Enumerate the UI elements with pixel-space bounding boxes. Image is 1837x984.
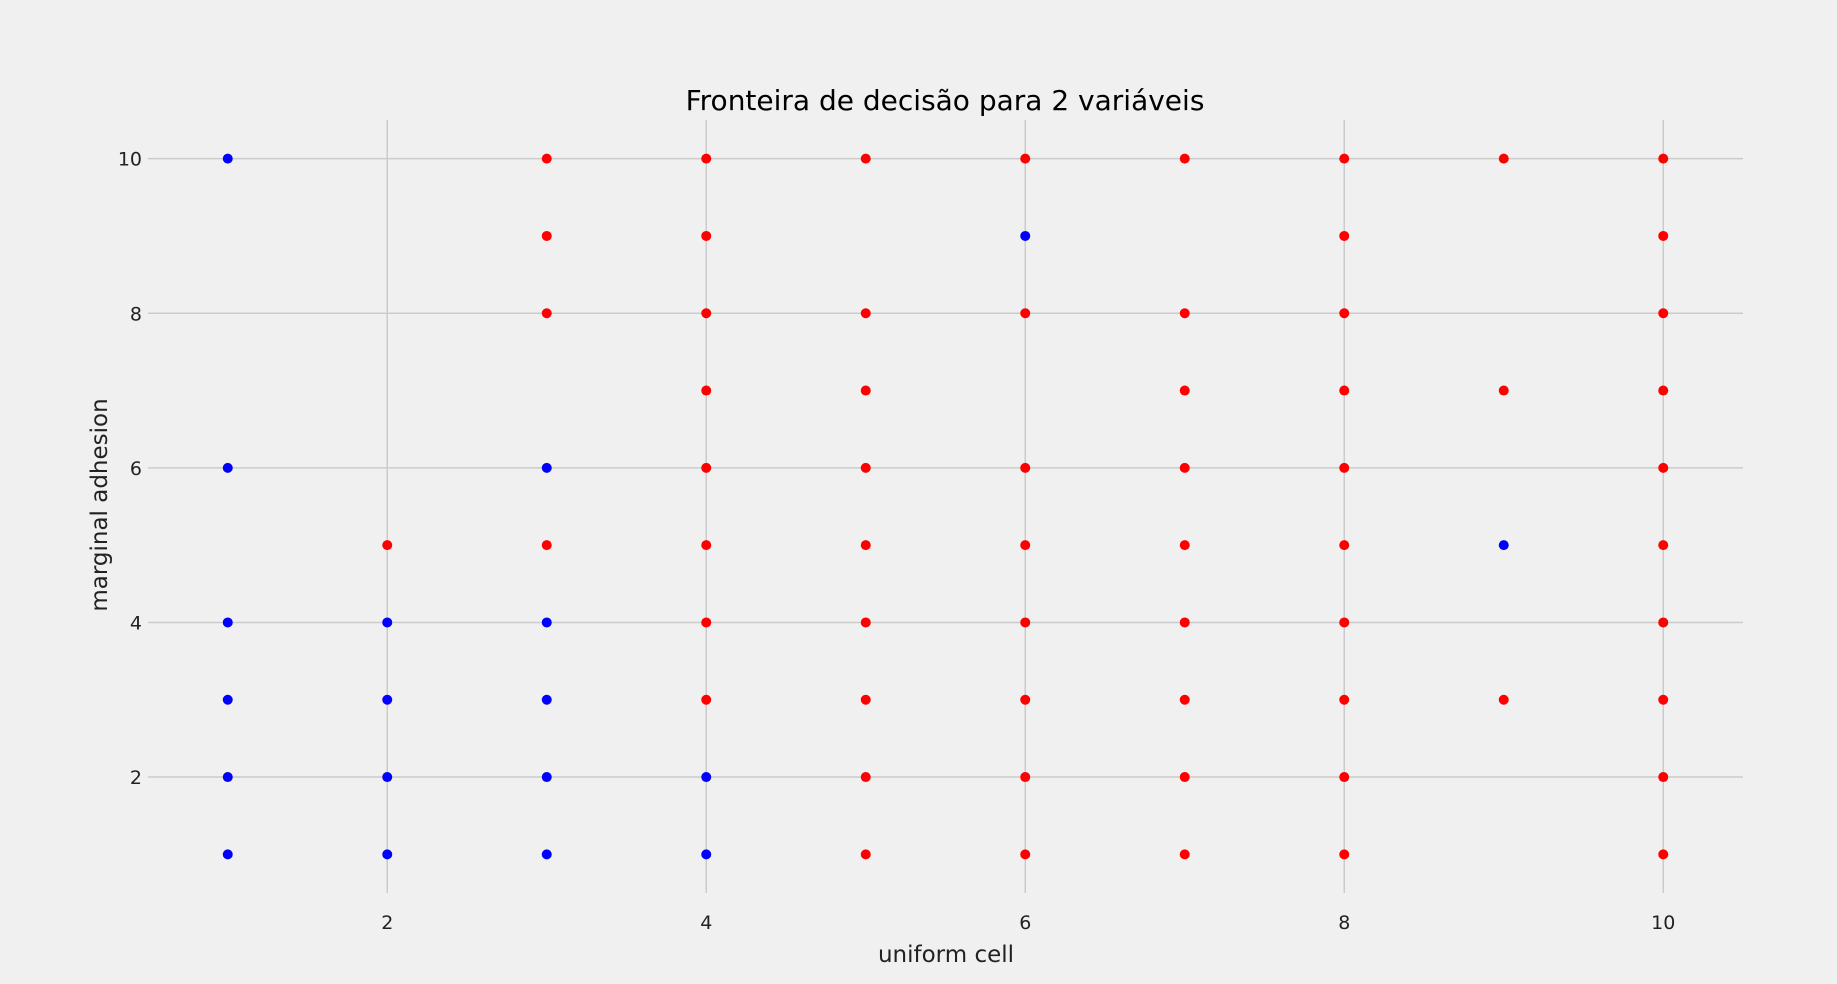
data-point: [382, 772, 393, 783]
data-point: [1658, 694, 1669, 705]
x-tick-label: 10: [1651, 912, 1675, 934]
x-tick-label: 2: [381, 912, 393, 934]
data-point: [1179, 308, 1190, 319]
data-point: [860, 617, 871, 628]
data-point: [1339, 540, 1350, 551]
data-point: [1020, 462, 1031, 473]
y-axis-label: marginal adhesion: [87, 398, 113, 611]
data-point: [1179, 385, 1190, 396]
data-point: [541, 153, 552, 164]
data-point: [701, 385, 712, 396]
data-point: [1020, 772, 1031, 783]
data-point: [1658, 385, 1669, 396]
data-point: [1658, 772, 1669, 783]
data-point: [701, 230, 712, 241]
data-point: [860, 153, 871, 164]
data-point: [1339, 694, 1350, 705]
data-point: [382, 694, 393, 705]
data-point: [541, 694, 552, 705]
data-point: [1179, 772, 1190, 783]
y-tick-labels: 2 4 6 8 10: [118, 149, 142, 789]
x-tick-label: 6: [1019, 912, 1031, 934]
data-point: [701, 849, 712, 860]
data-point: [1498, 153, 1509, 164]
data-point: [860, 308, 871, 319]
data-point: [1658, 308, 1669, 319]
data-point: [222, 153, 233, 164]
data-point: [1498, 540, 1509, 551]
data-point: [1658, 849, 1669, 860]
data-points: [222, 153, 1669, 860]
data-point: [1339, 617, 1350, 628]
data-point: [701, 694, 712, 705]
data-point: [701, 540, 712, 551]
data-point: [1020, 694, 1031, 705]
data-point: [222, 694, 233, 705]
data-point: [1658, 230, 1669, 241]
data-point: [541, 540, 552, 551]
y-tick-label: 4: [130, 612, 142, 634]
chart-title: Fronteira de decisão para 2 variáveis: [686, 84, 1205, 117]
data-point: [1339, 772, 1350, 783]
x-tick-label: 8: [1338, 912, 1350, 934]
data-point: [701, 772, 712, 783]
data-point: [1179, 617, 1190, 628]
data-point: [541, 462, 552, 473]
data-point: [1339, 849, 1350, 860]
data-point: [1498, 385, 1509, 396]
data-point: [701, 308, 712, 319]
y-tick-label: 6: [130, 458, 142, 480]
data-point: [222, 849, 233, 860]
data-point: [541, 230, 552, 241]
data-point: [701, 617, 712, 628]
data-point: [1020, 617, 1031, 628]
data-point: [1020, 308, 1031, 319]
data-point: [1179, 462, 1190, 473]
data-point: [1020, 230, 1031, 241]
data-point: [860, 385, 871, 396]
data-point: [222, 772, 233, 783]
data-point: [1339, 308, 1350, 319]
y-tick-label: 10: [118, 149, 142, 171]
data-point: [1658, 540, 1669, 551]
y-tick-label: 2: [130, 767, 142, 789]
data-point: [1658, 462, 1669, 473]
data-point: [222, 617, 233, 628]
data-point: [1020, 153, 1031, 164]
data-point: [860, 462, 871, 473]
data-point: [1339, 230, 1350, 241]
data-point: [382, 617, 393, 628]
data-point: [541, 772, 552, 783]
data-point: [1179, 694, 1190, 705]
data-point: [1020, 849, 1031, 860]
data-point: [860, 772, 871, 783]
data-point: [382, 540, 393, 551]
data-point: [1179, 849, 1190, 860]
data-point: [1498, 694, 1509, 705]
x-axis-label: uniform cell: [878, 942, 1014, 968]
data-point: [1339, 462, 1350, 473]
data-point: [382, 849, 393, 860]
data-point: [860, 540, 871, 551]
data-point: [1179, 540, 1190, 551]
data-point: [541, 617, 552, 628]
x-tick-label: 4: [700, 912, 712, 934]
grid-lines: [148, 120, 1743, 893]
data-point: [1179, 153, 1190, 164]
data-point: [701, 153, 712, 164]
data-point: [541, 308, 552, 319]
y-tick-label: 8: [130, 303, 142, 325]
data-point: [1658, 153, 1669, 164]
x-tick-labels: 2 4 6 8 10: [381, 912, 1675, 934]
data-point: [1020, 540, 1031, 551]
data-point: [1658, 617, 1669, 628]
data-point: [1339, 153, 1350, 164]
data-point: [1339, 385, 1350, 396]
data-point: [860, 849, 871, 860]
data-point: [222, 462, 233, 473]
data-point: [541, 849, 552, 860]
data-point: [860, 694, 871, 705]
data-point: [701, 462, 712, 473]
